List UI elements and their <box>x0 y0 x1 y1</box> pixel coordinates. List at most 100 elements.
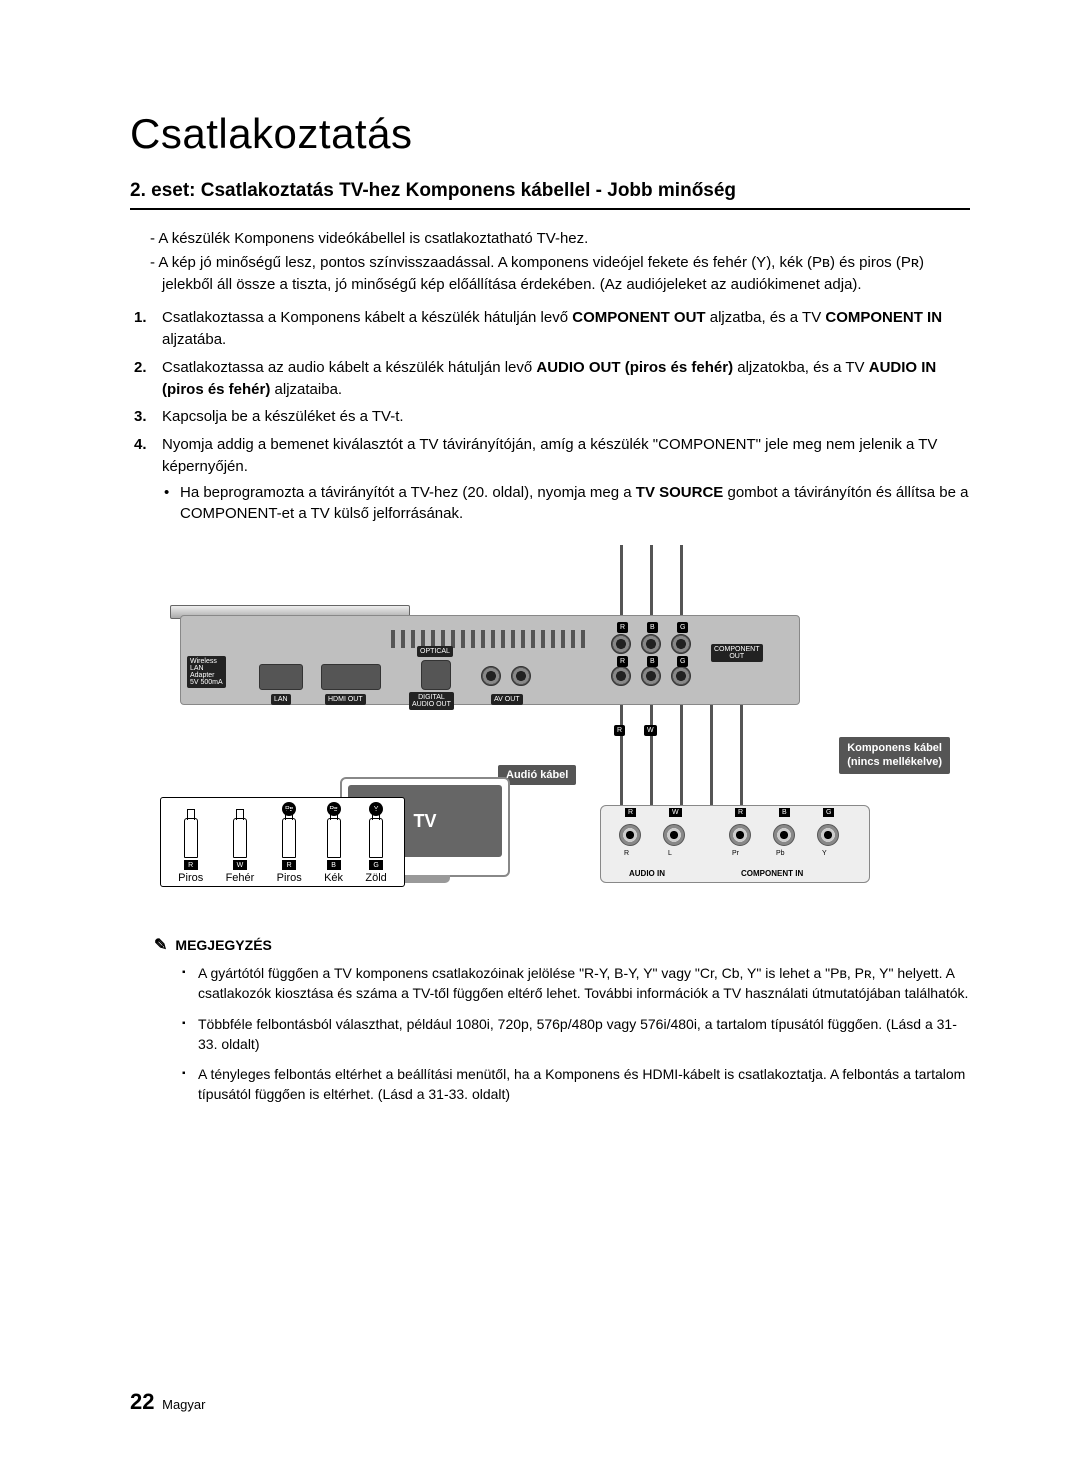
panel-label-lan: LAN <box>271 694 291 705</box>
text: Komponens kábel <box>847 742 942 754</box>
legend-label: Piros <box>178 872 203 884</box>
jack <box>611 634 631 654</box>
note-item: A tényleges felbontás eltérhet a beállít… <box>182 1064 970 1105</box>
jack <box>641 666 661 686</box>
plug-icon <box>282 818 296 858</box>
notes-heading-text: MEGJEGYZÉS <box>175 937 271 953</box>
note-item: A gyártótól függően a TV komponens csatl… <box>182 963 970 1004</box>
intro-item: A kép jó minőségű lesz, pontos színvissz… <box>130 252 970 296</box>
jack <box>817 824 839 846</box>
group-label-audio-in: AUDIO IN <box>629 869 665 878</box>
text: Csatlakoztassa az audio kábelt a készülé… <box>162 359 536 376</box>
jack <box>511 666 531 686</box>
jack-label: R <box>617 622 628 633</box>
step-3: Kapcsolja be a készüléket és a TV-t. <box>130 406 970 428</box>
plug-icon <box>369 818 383 858</box>
jack-label: G <box>823 808 834 817</box>
text: aljzatokba, és a TV <box>733 359 869 376</box>
bold-text: TV SOURCE <box>636 484 724 501</box>
jack-label: B <box>647 656 658 667</box>
page-footer: 22 Magyar <box>130 1389 205 1415</box>
jack-label: R <box>735 808 746 817</box>
tv-input-panel: R W R B G R L Pr Pb Y AUDIO IN COMPONENT… <box>600 805 870 883</box>
panel-label-digital: DIGITAL AUDIO OUT <box>409 692 454 710</box>
legend-label: Piros <box>277 872 302 884</box>
jack-label: B <box>779 808 790 817</box>
jack <box>671 666 691 686</box>
jack-label: W <box>669 808 682 817</box>
port-optical <box>421 660 451 690</box>
text: Csatlakoztassa a Komponens kábelt a kész… <box>162 309 572 326</box>
jack <box>663 824 685 846</box>
jack-label: R <box>625 808 636 817</box>
cable-color-legend: R Piros W Fehér Pʙ R Piros Pʙ B Kék Y G … <box>160 797 405 887</box>
text: aljzatba, és a TV <box>706 309 826 326</box>
plug-icon <box>184 818 198 858</box>
page-title: Csatlakoztatás <box>130 110 970 158</box>
steps-list: Csatlakoztassa a Komponens kábelt a kész… <box>130 307 970 525</box>
bold-text: AUDIO OUT (piros és fehér) <box>536 359 733 376</box>
panel-label-hdmi: HDMI OUT <box>325 694 366 705</box>
plug-icon <box>327 818 341 858</box>
bold-text: COMPONENT OUT <box>572 309 705 326</box>
page-number: 22 <box>130 1389 154 1414</box>
chip-label: W <box>233 860 247 870</box>
text: aljzatába. <box>162 331 226 348</box>
text: (nincs mellékelve) <box>847 756 942 768</box>
tv-stand <box>400 875 450 883</box>
note-item: Többféle felbontásból választhat, példáu… <box>182 1014 970 1055</box>
legend-item: W Fehér <box>226 818 255 884</box>
notes-heading: ✎ MEGJEGYZÉS <box>154 935 970 955</box>
panel-label-optical: OPTICAL <box>417 646 453 657</box>
port-hdmi <box>321 664 381 690</box>
jack-label: Pb <box>776 850 785 857</box>
chip-label: B <box>327 860 341 870</box>
jack <box>611 666 631 686</box>
text: aljzataiba. <box>270 381 342 398</box>
port-lan <box>259 664 303 690</box>
section-title: 2. eset: Csatlakoztatás TV-hez Komponens… <box>130 180 970 210</box>
jack <box>619 824 641 846</box>
jack-label: G <box>677 622 688 633</box>
cable-wire <box>620 545 623 617</box>
legend-label: Kék <box>324 872 343 884</box>
notes-list: A gyártótól függően a TV komponens csatl… <box>130 963 970 1105</box>
wire-label: R <box>614 725 625 736</box>
connection-diagram: Wireless LAN Adapter 5V 500mA LAN HDMI O… <box>140 545 960 905</box>
chip-label: R <box>282 860 296 870</box>
plug-icon <box>233 818 247 858</box>
text: Nyomja addig a bemenet kiválasztót a TV … <box>162 436 937 475</box>
component-cable-badge: Komponens kábel (nincs mellékelve) <box>839 737 950 774</box>
wire-label: W <box>644 725 657 736</box>
step-2: Csatlakoztassa az audio kábelt a készülé… <box>130 357 970 401</box>
chip-label: R <box>184 860 198 870</box>
step-4: Nyomja addig a bemenet kiválasztót a TV … <box>130 434 970 525</box>
cable-wire <box>680 545 683 617</box>
jack-label: L <box>668 850 672 857</box>
jack-label: B <box>647 622 658 633</box>
jack <box>671 634 691 654</box>
panel-label-compout: COMPONENT OUT <box>711 644 763 662</box>
panel-label-avout: AV OUT <box>491 694 523 705</box>
intro-list: A készülék Komponens videókábellel is cs… <box>130 228 970 295</box>
step-1: Csatlakoztassa a Komponens kábelt a kész… <box>130 307 970 351</box>
cable-wire <box>650 545 653 617</box>
group-label-component-in: COMPONENT IN <box>741 869 803 878</box>
jack <box>773 824 795 846</box>
legend-item: R Piros <box>178 818 203 884</box>
legend-label: Zöld <box>365 872 386 884</box>
jack <box>641 634 661 654</box>
panel-label-wlan: Wireless LAN Adapter 5V 500mA <box>187 656 226 688</box>
legend-item: Pʙ R Piros <box>277 802 302 884</box>
jack <box>729 824 751 846</box>
jack-label: Y <box>822 850 827 857</box>
jack <box>481 666 501 686</box>
device-rear-panel: Wireless LAN Adapter 5V 500mA LAN HDMI O… <box>180 615 800 705</box>
step-4-sub: Ha beprogramozta a távirányítót a TV-hez… <box>162 482 970 526</box>
intro-item: A készülék Komponens videókábellel is cs… <box>130 228 970 250</box>
footer-language: Magyar <box>162 1397 205 1412</box>
legend-item: Y G Zöld <box>365 802 386 884</box>
chip-label: G <box>369 860 383 870</box>
jack-label: G <box>677 656 688 667</box>
legend-item: Pʙ B Kék <box>324 802 343 884</box>
